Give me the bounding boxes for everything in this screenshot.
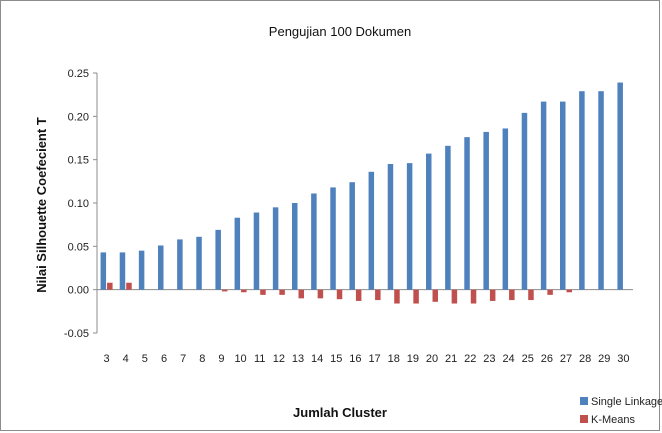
x-tick-label: 13 (292, 353, 304, 365)
bar-single-linkage (196, 236, 202, 290)
bar-single-linkage (234, 217, 241, 290)
bar-k-means (566, 289, 572, 293)
x-tick-label: 27 (560, 353, 572, 365)
y-tick-label: 0.25 (68, 68, 89, 80)
bar-k-means (221, 289, 228, 292)
bar-single-linkage (598, 91, 604, 290)
bar-k-means (107, 282, 113, 290)
bar-k-means (451, 289, 458, 304)
x-tick-label: 24 (502, 353, 514, 365)
bar-k-means (470, 289, 477, 304)
x-tick-label: 20 (426, 353, 438, 365)
bar-single-linkage (406, 163, 413, 290)
bar-k-means (489, 289, 496, 301)
x-tick-label: 7 (180, 353, 186, 365)
legend: Single Linkage K-Means (580, 396, 662, 426)
x-tick-label: 8 (199, 353, 205, 365)
x-tick-label: 10 (234, 353, 246, 365)
y-axis-label: Nilai Silhouette Coefecient T (34, 117, 49, 293)
bar-single-linkage (617, 82, 623, 290)
bar-single-linkage (349, 182, 355, 290)
chart-title: Pengujian 100 Dokumen (269, 24, 411, 39)
bar-single-linkage (387, 164, 394, 290)
bar-k-means (413, 289, 419, 304)
bar-k-means (279, 289, 285, 295)
x-tick-label: 23 (483, 353, 495, 365)
bar-single-linkage (177, 239, 183, 290)
bar-single-linkage (368, 171, 375, 290)
x-tick-label: 21 (445, 353, 457, 365)
bar-k-means (317, 289, 324, 299)
x-tick-label: 30 (617, 353, 629, 365)
bar-single-linkage (253, 212, 260, 290)
x-tick-label: 29 (598, 353, 610, 365)
bar-k-means (336, 289, 343, 300)
x-tick-label: 12 (273, 353, 285, 365)
x-tick-label: 11 (254, 353, 265, 365)
bar-k-means (528, 289, 534, 301)
legend-swatch-k-means (580, 415, 588, 423)
y-tick-label: 0.10 (68, 198, 89, 210)
x-tick-label: 19 (407, 353, 419, 365)
bar-k-means (260, 289, 266, 295)
bar-single-linkage (330, 187, 336, 290)
bar-single-linkage (158, 245, 164, 290)
x-tick-label: 4 (123, 353, 129, 365)
bar-single-linkage (502, 128, 509, 290)
x-tick-label: 3 (104, 353, 110, 365)
bar-k-means (298, 289, 304, 299)
bar-single-linkage (138, 250, 145, 290)
bar-k-means (241, 289, 247, 293)
x-tick-label: 9 (218, 353, 224, 365)
x-tick-label: 26 (541, 353, 553, 365)
y-tick-label: 0.00 (68, 285, 89, 297)
y-tick-label: 0.20 (68, 111, 89, 123)
plot-area: 0.25 0.20 0.15 0.10 0.05 0.00 -0.05 3 4 5 6 7 8 9 10 11… (64, 68, 633, 365)
bar-single-linkage (215, 229, 221, 290)
y-tick-label: -0.05 (64, 328, 89, 340)
x-tick-label: 5 (142, 353, 148, 365)
bar-single-linkage (292, 203, 298, 290)
y-tick-label: 0.05 (68, 241, 89, 253)
bar-k-means (547, 289, 553, 295)
bar-k-means (126, 282, 132, 290)
x-tick-label: 14 (311, 353, 323, 365)
x-tick-label: 15 (330, 353, 342, 365)
bar-single-linkage (100, 252, 107, 290)
legend-label-k-means: K-Means (591, 414, 636, 426)
x-tick-label: 18 (388, 353, 400, 365)
bar-single-linkage (560, 101, 566, 290)
bar-single-linkage (272, 207, 279, 290)
bar-k-means (375, 289, 381, 301)
bar-k-means (432, 289, 438, 302)
y-tick-label: 0.15 (68, 155, 89, 167)
bar-single-linkage (579, 91, 585, 290)
bar-single-linkage (464, 137, 470, 290)
legend-swatch-single-linkage (580, 397, 588, 405)
bar-single-linkage (540, 101, 547, 290)
bar-single-linkage (445, 145, 451, 290)
bar-k-means (394, 289, 400, 304)
bar-single-linkage (119, 252, 126, 290)
x-tick-label: 28 (579, 353, 591, 365)
bar-k-means (509, 289, 515, 301)
bar-single-linkage (311, 193, 317, 290)
x-tick-label: 17 (368, 353, 380, 365)
legend-label-single-linkage: Single Linkage (591, 396, 662, 408)
bar-single-linkage (521, 112, 528, 290)
x-axis-label: Jumlah Cluster (293, 405, 387, 420)
bar-k-means (355, 289, 362, 301)
x-tick-label: 6 (161, 353, 167, 365)
x-tick-label: 22 (464, 353, 476, 365)
bar-single-linkage (426, 153, 432, 290)
x-tick-label: 25 (522, 353, 534, 365)
x-tick-label: 16 (349, 353, 361, 365)
bar-single-linkage (483, 131, 489, 290)
